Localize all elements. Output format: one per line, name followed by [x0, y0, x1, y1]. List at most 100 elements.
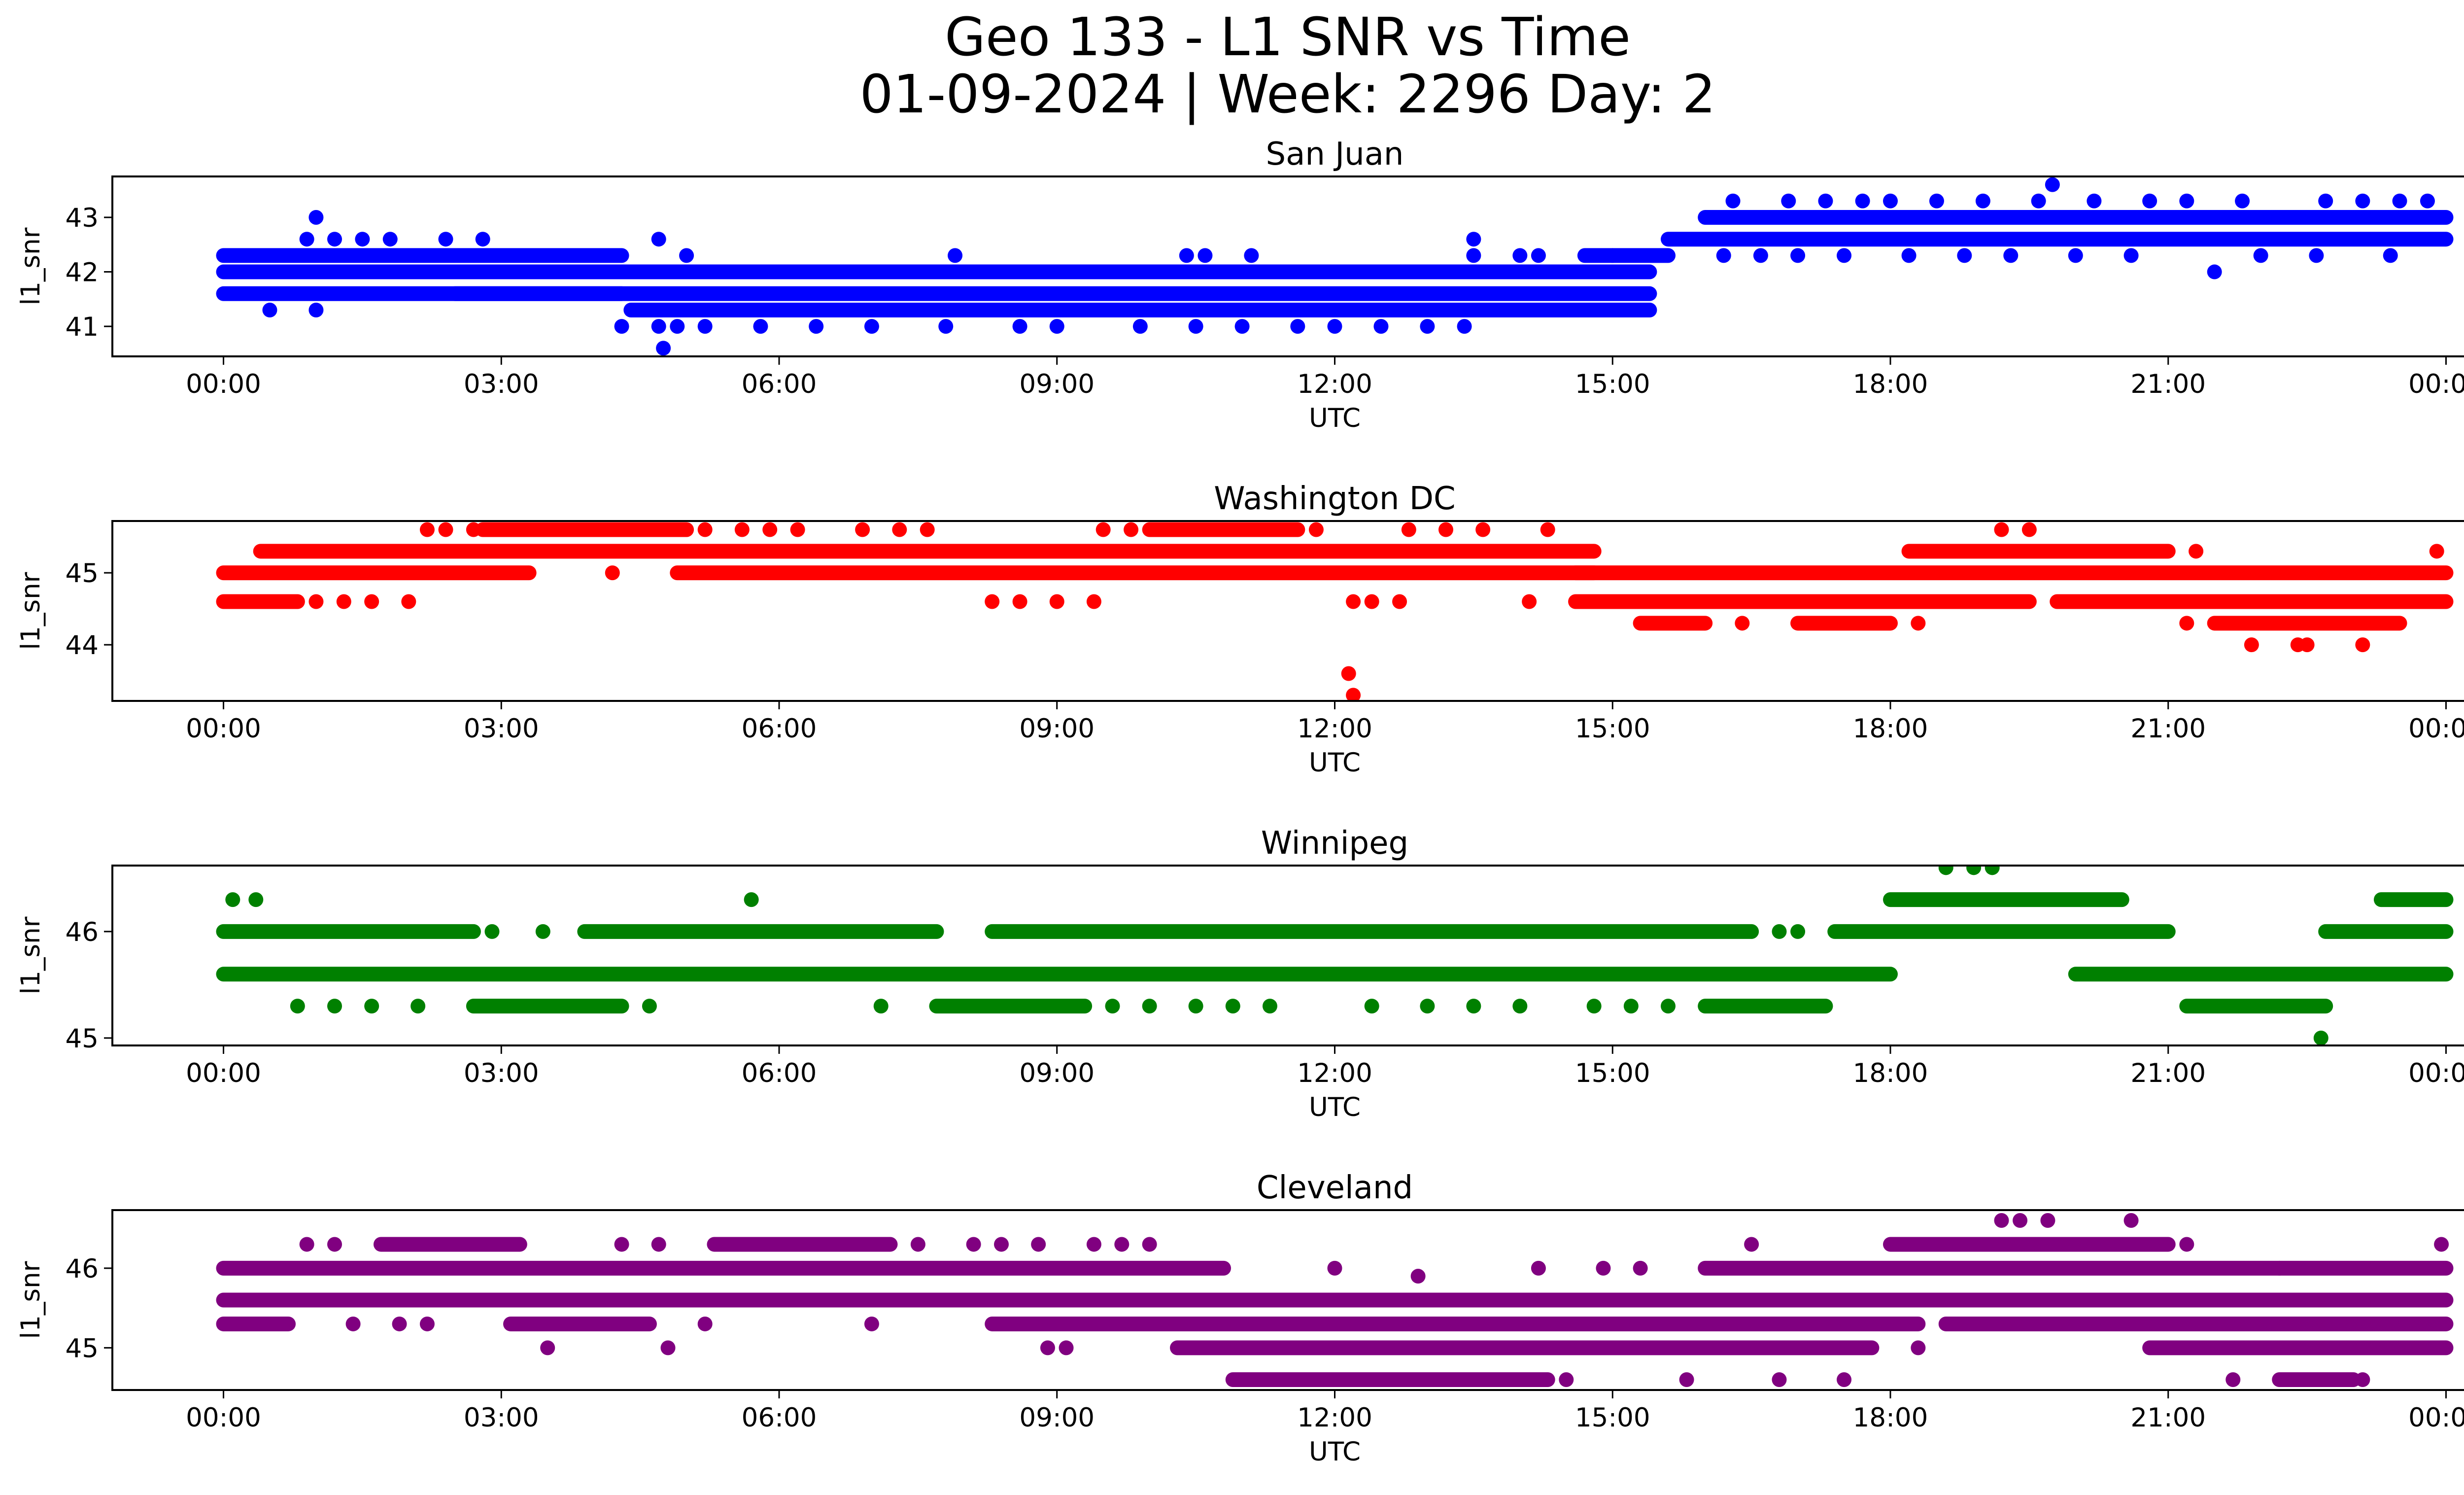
data-point: [2142, 193, 2157, 209]
data-point: [1086, 1237, 1101, 1252]
data-point: [535, 924, 550, 939]
data-point: [308, 594, 324, 609]
data-point: [2244, 637, 2259, 653]
data-point: [1753, 248, 1768, 263]
data-point: [938, 319, 954, 334]
data-point: [966, 1237, 981, 1252]
data-point: [327, 1237, 342, 1252]
y-tick-label: 46: [66, 917, 99, 947]
subplot-cleveland: Cleveland 00:00 03:00 06:00 09:00 12:00 15:00 1…: [16, 1170, 2464, 1467]
data-points: [216, 522, 2454, 701]
data-point: [697, 522, 713, 537]
data-point: [2031, 193, 2046, 209]
x-tick-label: 03:00: [464, 1403, 539, 1433]
subplot-winnipeg: Winnipeg 00:00 03:00 06:00 09:00 12:00 15:00 18…: [16, 825, 2464, 1122]
data-point: [1772, 924, 1787, 939]
data-point: [1883, 193, 1898, 209]
data-point: [864, 319, 879, 334]
data-point: [2355, 193, 2370, 209]
x-tick-label: 09:00: [1019, 369, 1095, 399]
y-tick-label: 45: [66, 1333, 99, 1363]
data-point: [364, 594, 379, 609]
y-tick-label: 45: [66, 558, 99, 589]
data-point: [2355, 637, 2370, 653]
data-point: [1911, 1340, 1926, 1356]
data-point: [2235, 193, 2250, 209]
x-axis-label: UTC: [1309, 403, 1361, 433]
data-point: [744, 892, 759, 907]
x-tick-label: 00:00: [186, 369, 261, 399]
data-point: [864, 1316, 879, 1331]
data-point: [642, 999, 657, 1014]
x-tick-label: 12:00: [1297, 369, 1372, 399]
data-point: [1086, 594, 1101, 609]
data-point: [1994, 522, 2009, 537]
data-point: [790, 522, 805, 537]
data-point: [1179, 248, 1194, 263]
data-point: [660, 1340, 676, 1356]
subplot-title: Winnipeg: [1261, 825, 1408, 862]
data-point: [1346, 594, 1361, 609]
y-axis-label: l1_snr: [16, 1261, 46, 1339]
x-tick-label: 18:00: [1853, 1403, 1928, 1433]
x-tick-label: 15:00: [1575, 714, 1650, 744]
data-point: [1420, 999, 1435, 1014]
data-point: [1966, 866, 1982, 875]
data-point: [679, 248, 694, 263]
data-point: [651, 319, 666, 334]
data-point: [1234, 319, 1250, 334]
data-point: [1049, 594, 1064, 609]
data-point: [1957, 248, 1972, 263]
data-point: [670, 319, 685, 334]
x-tick-label: 15:00: [1575, 369, 1650, 399]
data-point: [1031, 1237, 1046, 1252]
y-axis-label: l1_snr: [16, 572, 46, 650]
x-tick-label: 21:00: [2130, 1403, 2206, 1433]
data-point: [336, 594, 351, 609]
data-point: [1855, 193, 1870, 209]
data-point: [1225, 999, 1240, 1014]
data-point: [484, 924, 500, 939]
data-points: [216, 177, 2454, 356]
data-point: [1410, 1269, 1426, 1284]
data-point: [1327, 319, 1342, 334]
data-point: [299, 232, 314, 247]
y-axis-label: l1_snr: [16, 227, 46, 305]
y-tick-label: 45: [66, 1024, 99, 1054]
data-point: [994, 1237, 1009, 1252]
data-point: [2068, 248, 2083, 263]
data-point: [2003, 248, 2019, 263]
data-point: [1744, 1237, 1759, 1252]
subplot-washington-dc: Washington DC 00:00 03:00 06:00 09:00 12:00 15…: [16, 481, 2464, 778]
data-point: [419, 1316, 435, 1331]
data-point: [1114, 1237, 1129, 1252]
data-points: [216, 866, 2454, 1045]
data-point: [1420, 319, 1435, 334]
data-point: [1244, 248, 1259, 263]
x-tick-label: 00:00: [186, 1058, 261, 1088]
data-point: [2087, 193, 2102, 209]
data-point: [1985, 866, 2000, 875]
x-tick-label: 03:00: [464, 369, 539, 399]
data-point: [1938, 866, 1953, 875]
x-tick-label: 00:00: [2408, 369, 2464, 399]
data-point: [1124, 522, 1139, 537]
x-tick-label: 18:00: [1853, 714, 1928, 744]
x-tick-label: 06:00: [742, 714, 817, 744]
data-point: [308, 209, 324, 225]
data-point: [892, 522, 907, 537]
x-tick-label: 06:00: [742, 1058, 817, 1088]
data-point: [1929, 193, 1944, 209]
data-point: [1401, 522, 1416, 537]
x-tick-label: 00:00: [186, 714, 261, 744]
data-point: [2318, 193, 2333, 209]
data-point: [1364, 594, 1379, 609]
x-tick-label: 18:00: [1853, 369, 1928, 399]
data-point: [697, 319, 713, 334]
data-point: [1188, 319, 1203, 334]
data-point: [2021, 522, 2037, 537]
data-point: [762, 522, 778, 537]
data-point: [1559, 1372, 1574, 1388]
data-point: [1661, 999, 1676, 1014]
